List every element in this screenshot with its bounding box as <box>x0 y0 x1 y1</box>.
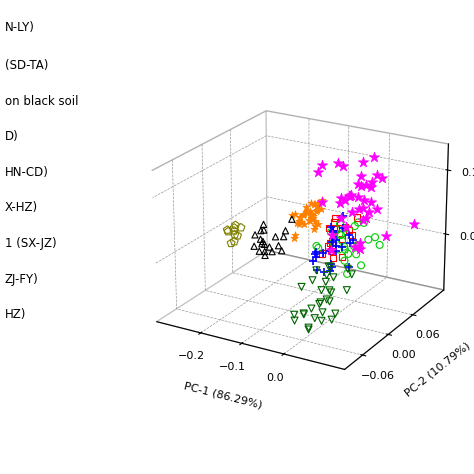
Text: (SD-TA): (SD-TA) <box>5 59 48 72</box>
X-axis label: PC-1 (86.29%): PC-1 (86.29%) <box>183 381 263 410</box>
Text: 1 (SX-JZ): 1 (SX-JZ) <box>5 237 56 250</box>
Text: N-LY): N-LY) <box>5 21 35 34</box>
Y-axis label: PC-2 (10.79%): PC-2 (10.79%) <box>403 341 472 399</box>
Text: HZ): HZ) <box>5 308 26 321</box>
Text: HN-CD): HN-CD) <box>5 166 49 179</box>
Text: on black soil: on black soil <box>5 95 78 108</box>
Text: ZJ-FY): ZJ-FY) <box>5 273 38 285</box>
Text: X-HZ): X-HZ) <box>5 201 38 214</box>
Text: D): D) <box>5 130 18 143</box>
